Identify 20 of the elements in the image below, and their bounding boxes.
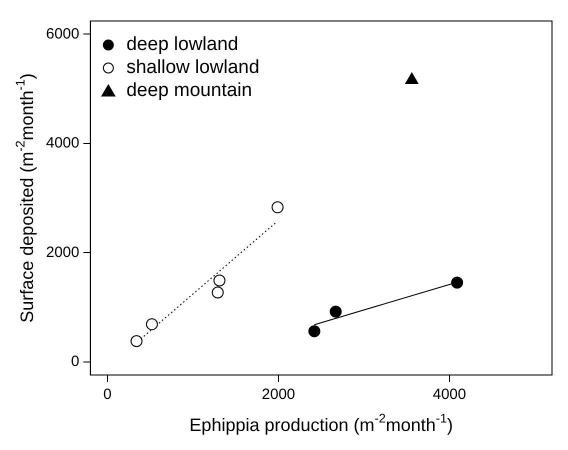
point xyxy=(130,335,143,348)
x-tick-label: 0 xyxy=(103,386,112,404)
point xyxy=(330,306,342,318)
x-tick-label: 2000 xyxy=(262,386,296,404)
point xyxy=(212,286,224,299)
y-tick-label: 2000 xyxy=(46,244,80,261)
y-tick-label: 6000 xyxy=(46,25,80,42)
point xyxy=(146,318,158,330)
point xyxy=(405,72,418,84)
y-tick-label: 4000 xyxy=(46,134,80,152)
y-tick-label: 0 xyxy=(71,353,80,370)
point xyxy=(272,201,284,214)
legend-label: deep lowland xyxy=(126,34,238,56)
legend-label: shallow lowland xyxy=(126,57,260,78)
legend-label: deep mountain xyxy=(126,80,252,102)
point xyxy=(213,274,226,286)
x-tick-label: 4000 xyxy=(432,386,466,404)
y-axis-title: Surface deposited (m-2month-1) xyxy=(14,73,37,323)
point xyxy=(308,325,320,338)
point xyxy=(451,276,464,289)
